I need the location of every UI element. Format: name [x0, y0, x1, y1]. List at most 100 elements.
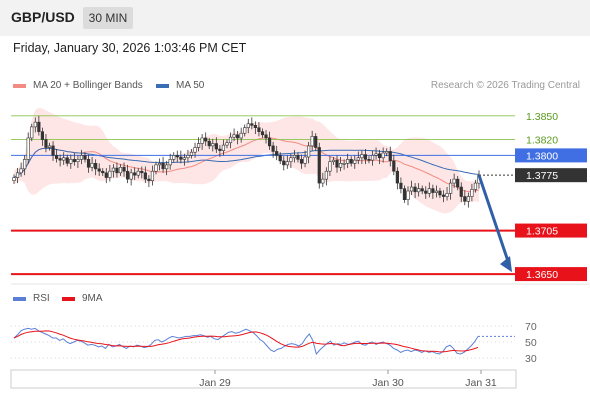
candle-body	[236, 134, 240, 139]
level-label-0: 1.3850	[526, 111, 558, 123]
candle-body	[62, 157, 66, 161]
candle-body	[165, 164, 169, 170]
candle-body	[409, 186, 414, 192]
candle-body	[420, 188, 424, 192]
candle-body	[303, 156, 307, 164]
level-label-bg-2	[515, 148, 587, 163]
candle-body	[278, 155, 282, 162]
level-label-3: 1.3775	[526, 170, 558, 182]
candle-body	[221, 144, 226, 151]
candle-body	[23, 159, 27, 170]
candle-body	[218, 148, 222, 151]
candle-body	[310, 136, 314, 147]
rsi-scale-label-0: 70	[525, 321, 537, 333]
credit-text: Research © 2026 Trading Central	[430, 80, 580, 91]
candle-body	[69, 159, 73, 164]
timeframe-badge[interactable]: 30 MIN	[83, 7, 133, 29]
candle-body	[186, 155, 190, 159]
candle-body	[225, 142, 229, 146]
candle-body	[33, 121, 37, 128]
candle-body	[267, 137, 272, 147]
candle-body	[140, 170, 144, 174]
candle-body	[250, 123, 254, 126]
candle-body	[101, 170, 105, 174]
candle-body	[338, 163, 343, 168]
candle-body	[438, 190, 442, 196]
rsi-swatch	[13, 296, 26, 301]
candle-body	[427, 188, 431, 194]
candle-body	[463, 196, 467, 202]
candle-body	[253, 125, 257, 128]
candle-body	[76, 159, 80, 163]
candle-body	[473, 182, 478, 190]
candle-body	[388, 151, 392, 162]
candle-body	[111, 167, 115, 172]
forecast-arrow-head	[500, 256, 512, 273]
rsi-scale-label-2: 30	[525, 353, 537, 365]
candle-body	[370, 155, 375, 161]
ma20-swatch	[13, 83, 26, 88]
candle-body	[434, 190, 439, 193]
candle-body	[90, 163, 94, 168]
candle-body	[314, 136, 318, 148]
candle-body	[321, 178, 325, 184]
ma50-line	[13, 147, 480, 178]
legend-ma20: MA 20 + Bollinger Bands	[13, 80, 143, 91]
candle-body	[196, 143, 201, 148]
instrument-label: GBP/USD	[11, 9, 75, 25]
candle-body	[161, 163, 165, 170]
candle-body	[136, 170, 140, 176]
candle-body	[296, 155, 300, 160]
candle-body	[65, 157, 69, 164]
candle-body	[456, 178, 460, 188]
candle-body	[182, 157, 186, 160]
candle-body	[97, 168, 101, 172]
candle-body	[260, 131, 265, 136]
candle-body	[204, 137, 208, 142]
candle-body	[246, 123, 250, 128]
candle-body	[19, 168, 23, 174]
candle-body	[12, 177, 16, 182]
candle-body	[324, 170, 328, 180]
candle-body	[328, 161, 332, 172]
candle-body	[424, 190, 428, 194]
candle-body	[282, 160, 286, 166]
candle-body	[47, 145, 52, 148]
level-label-4: 1.3705	[526, 226, 558, 238]
rsi-ma-label: 9MA	[82, 293, 103, 304]
level-label-2: 1.3800	[526, 150, 558, 162]
candle-body	[452, 178, 456, 184]
timestamp: Friday, January 30, 2026 1:03:46 PM CET	[13, 41, 247, 55]
candle-body	[157, 163, 162, 166]
candle-body	[147, 178, 151, 182]
candle-body	[381, 152, 385, 159]
candle-body	[228, 136, 233, 144]
candle-body	[466, 196, 470, 202]
ma50-swatch	[156, 83, 169, 88]
candle-body	[79, 155, 84, 160]
candle-body	[58, 158, 62, 161]
legend-ma50: MA 50	[156, 80, 204, 91]
candle-body	[122, 166, 126, 172]
candle-body	[179, 156, 183, 160]
candle-body	[402, 188, 407, 201]
candle-body	[399, 182, 403, 189]
candle-body	[94, 163, 98, 170]
candle-body	[445, 193, 449, 197]
candle-body	[413, 186, 417, 193]
candle-body	[406, 190, 410, 201]
candle-body	[104, 172, 108, 178]
candle-body	[275, 151, 279, 156]
candle-body	[125, 170, 130, 180]
candle-body	[342, 163, 346, 165]
candle-body	[211, 143, 215, 147]
candle-body	[470, 189, 474, 197]
candle-body	[307, 145, 311, 158]
candle-body	[118, 166, 123, 174]
candle-body	[243, 127, 247, 134]
candle-body	[331, 159, 336, 163]
level-label-1: 1.3820	[526, 135, 558, 147]
candle-body	[15, 172, 20, 178]
